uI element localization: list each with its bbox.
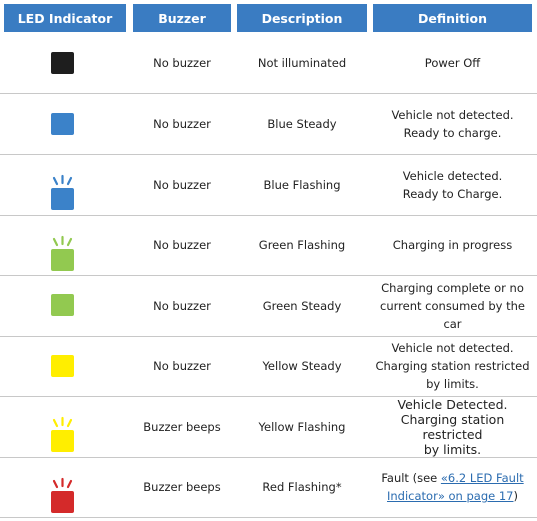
buzzer-cell: Buzzer beeps (133, 457, 231, 517)
led-square-icon (51, 188, 74, 210)
description-cell: Blue Flashing (237, 154, 367, 215)
flashing-rays-icon (52, 477, 73, 489)
table-row: No buzzer Yellow Steady Vehicle not detect… (0, 336, 537, 396)
description-text: Blue Steady (267, 117, 337, 131)
description-cell: Blue Steady (237, 94, 367, 154)
buzzer-cell: No buzzer (133, 94, 231, 154)
description-cell: Not illuminated (237, 33, 367, 93)
definition-cell: Charging in progress (373, 215, 532, 275)
led-square-icon (51, 355, 74, 377)
definition-text: Power Off (424, 56, 481, 70)
description-cell: Yellow Steady (237, 336, 367, 396)
description-text: Green Steady (262, 298, 342, 313)
row-divider (0, 517, 537, 518)
buzzer-text: Buzzer beeps (143, 480, 221, 494)
description-text: Yellow Flashing (258, 419, 346, 434)
definition-cell: Charging complete or no current consumed… (373, 275, 532, 336)
description-text: Not illuminated (257, 56, 347, 70)
flashing-rays-icon (52, 235, 73, 247)
definition-text: Charging complete or no current consumed… (380, 280, 525, 331)
row-divider (0, 215, 537, 216)
buzzer-text: No buzzer (153, 238, 211, 252)
header-led-indicator: LED Indicator (4, 4, 126, 32)
definition-cell: Fault (see «6.2 LED Fault Indicator» on … (373, 457, 532, 517)
description-text: Red Flashing* (262, 480, 342, 494)
led-square-icon (51, 113, 74, 135)
definition-text: Vehicle not detected. Ready to charge. (391, 108, 514, 140)
row-divider (0, 457, 537, 458)
led-square-icon (51, 430, 74, 452)
buzzer-cell: No buzzer (133, 154, 231, 215)
buzzer-text: No buzzer (153, 359, 211, 373)
definition-cell: Vehicle not detected. Charging station r… (373, 336, 532, 396)
buzzer-text: No buzzer (153, 177, 211, 192)
flashing-rays-icon (52, 174, 73, 186)
led-square-icon (51, 249, 74, 271)
description-text: Green Flashing (258, 238, 346, 252)
definition-cell: Vehicle not detected. Ready to charge. (373, 94, 532, 154)
header-buzzer: Buzzer (133, 4, 231, 32)
buzzer-text: No buzzer (153, 298, 211, 313)
row-divider (0, 275, 537, 276)
definition-cell: Vehicle detected. Ready to Charge. (373, 154, 532, 215)
led-square-icon (51, 294, 74, 316)
buzzer-text: No buzzer (153, 56, 211, 70)
header-definition: Definition (373, 4, 532, 32)
led-square-icon (51, 491, 74, 513)
row-divider (0, 93, 537, 94)
definition-text: Vehicle Detected. Charging station restr… (397, 396, 508, 457)
header-description: Description (237, 4, 367, 32)
definition-text: Fault (see «6.2 LED Fault Indicator» on … (381, 471, 524, 503)
table-row: No buzzer Blue Flashing Vehicle detected. … (0, 154, 537, 215)
buzzer-text: No buzzer (153, 117, 211, 131)
description-cell: Green Steady (237, 275, 367, 336)
definition-text: Vehicle detected. Ready to Charge. (402, 168, 503, 201)
table-row: No buzzer Not illuminated Power Off (0, 33, 537, 93)
row-divider (0, 154, 537, 155)
definition-cell: Vehicle Detected. Charging station restr… (373, 396, 532, 457)
row-divider (0, 396, 537, 397)
table-row: Buzzer beeps Yellow Flashing Vehicle Detec… (0, 396, 537, 457)
buzzer-cell: No buzzer (133, 336, 231, 396)
description-cell: Yellow Flashing (237, 396, 367, 457)
description-cell: Red Flashing* (237, 457, 367, 517)
row-divider (0, 336, 537, 337)
fault-indicator-link[interactable]: «6.2 LED Fault Indicator» on page 17 (387, 471, 524, 503)
table-row: No buzzer Green Flashing Charging in progr… (0, 215, 537, 275)
buzzer-text: Buzzer beeps (143, 419, 221, 434)
table-row: No buzzer Green Steady Charging complete o… (0, 275, 537, 336)
table-row: No buzzer Blue Steady Vehicle not detected… (0, 94, 537, 154)
buzzer-cell: Buzzer beeps (133, 396, 231, 457)
buzzer-cell: No buzzer (133, 275, 231, 336)
flashing-rays-icon (52, 416, 73, 428)
led-square-icon (51, 52, 74, 74)
description-text: Blue Flashing (263, 177, 341, 192)
buzzer-cell: No buzzer (133, 33, 231, 93)
description-text: Yellow Steady (262, 359, 342, 373)
table-row: Buzzer beeps Red Flashing* Fault (see «6.2… (0, 457, 537, 517)
definition-text: Vehicle not detected. Charging station r… (375, 341, 530, 391)
definition-cell: Power Off (373, 33, 532, 93)
description-cell: Green Flashing (237, 215, 367, 275)
definition-text: Charging in progress (392, 238, 513, 252)
buzzer-cell: No buzzer (133, 215, 231, 275)
